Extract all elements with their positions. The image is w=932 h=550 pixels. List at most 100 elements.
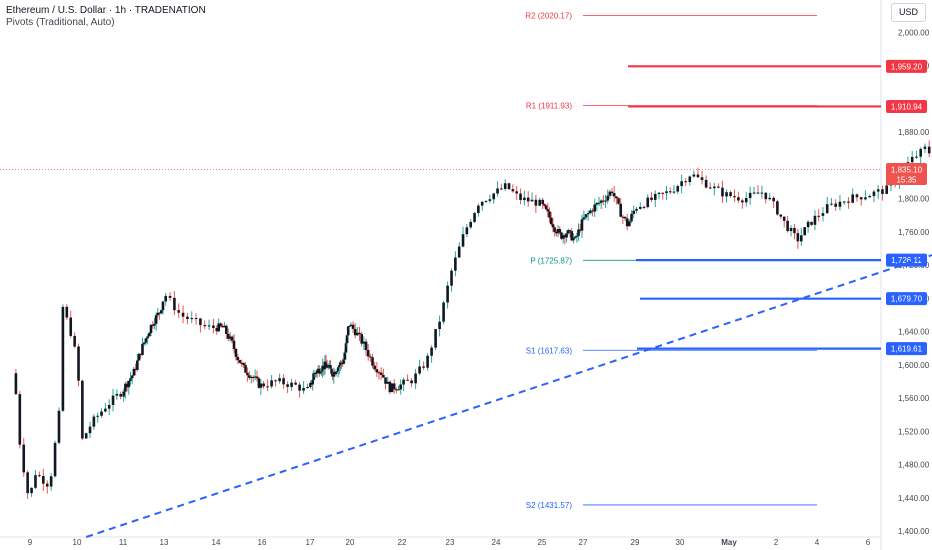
candle [42,468,45,491]
candle-body [345,335,349,344]
bar-countdown-text: 15:35 [896,175,917,184]
candle-body [621,216,625,218]
candle-body [353,328,357,336]
candle-body [717,186,720,188]
candle-body [173,297,176,311]
candle-body [610,191,614,194]
candle [111,388,115,412]
candle-body [100,411,103,416]
candle-body [684,181,688,183]
candle [548,207,551,223]
candle-body [799,235,803,242]
x-tick-label: 11 [119,538,128,547]
candle [242,362,245,369]
candle [65,304,69,321]
candle [842,200,846,205]
candle-body [530,199,534,202]
trendline [85,254,932,538]
candle [199,317,202,333]
level-badge-text: 1,726.11 [891,256,922,265]
candle-body [450,270,453,286]
candle-body [672,191,676,193]
candle [530,192,534,202]
candle [803,226,806,236]
candle [230,335,234,344]
candle [519,188,522,205]
candle [390,383,394,393]
candle [473,211,476,224]
candle [821,207,825,222]
candle [69,310,73,338]
candle-body [676,186,680,192]
candle-body [107,404,111,409]
candle-body [628,221,631,227]
candle-body [885,185,888,194]
candle [768,193,772,201]
candle-body [358,332,361,335]
candle-body [69,317,73,336]
candle-body [395,389,398,391]
candle-body [653,193,657,200]
candle [838,195,842,211]
x-tick-label: 13 [160,538,169,547]
candle-body [312,373,316,380]
candle-body [340,362,343,364]
candle-body [825,204,829,214]
candle-body [782,216,786,221]
candle-body [881,189,884,194]
candle-body [249,376,253,378]
candle [713,182,716,196]
candle-body [77,346,80,381]
candle [625,213,629,231]
candle [876,185,880,199]
candle [348,326,351,330]
candle-body [248,375,251,378]
candle [438,315,441,337]
candle [570,227,574,242]
candle [262,380,265,389]
candle [577,223,580,242]
candle [834,199,837,211]
candle [203,320,207,330]
candle [680,174,683,194]
candle-body [139,353,143,355]
candle [115,389,119,400]
candle [266,379,269,392]
candle [234,347,238,361]
candle-body [344,343,348,353]
candle [628,219,631,227]
candle-body [599,200,603,203]
candle [345,334,349,347]
candle-body [274,380,277,382]
candle-body [646,197,650,208]
candle [584,214,588,221]
candle [638,202,642,210]
candle [426,353,429,371]
candle [617,196,620,205]
candle [665,185,668,200]
candle-body [469,221,472,228]
x-tick-label: 20 [346,538,355,547]
candle-body [563,235,567,238]
candle [446,281,449,309]
candle-body [388,381,392,393]
candle-body [565,233,568,238]
candle [30,487,33,497]
x-tick-label: 10 [73,538,82,547]
candle-body [360,334,363,344]
currency-selector[interactable]: USD [891,3,926,22]
candle-body [760,192,764,194]
candle [366,344,370,361]
level-price-badge: 1,726.11 [886,253,927,267]
candle-body [129,378,132,382]
candle [859,196,863,206]
candle-body [61,306,65,411]
candle-body [768,197,772,200]
candle-body [325,364,329,368]
candle-body [708,187,712,189]
candle [181,305,185,324]
candle [704,175,708,189]
indicator-label[interactable]: Pivots (Traditional, Auto) [6,17,115,28]
